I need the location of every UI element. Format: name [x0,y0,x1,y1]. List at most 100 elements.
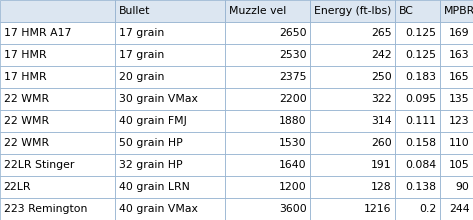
Bar [0,66,115,88]
Text: 250: 250 [371,72,392,82]
Bar [440,44,473,66]
Bar [115,88,225,110]
Text: 0.125: 0.125 [405,28,437,38]
Text: 17 grain: 17 grain [119,28,164,38]
Text: Energy (ft-lbs): Energy (ft-lbs) [314,6,391,16]
Bar [395,22,440,44]
Text: 1530: 1530 [279,138,307,148]
Text: 22 WMR: 22 WMR [3,116,49,126]
Bar [115,22,225,44]
Text: 30 grain VMax: 30 grain VMax [119,94,197,104]
Text: 50 grain HP: 50 grain HP [119,138,182,148]
Bar [0,22,115,44]
Bar [225,88,310,110]
Text: 0.084: 0.084 [405,160,437,170]
Bar [440,154,473,176]
Bar [225,132,310,154]
Text: 0.125: 0.125 [405,50,437,60]
Bar [115,176,225,198]
Text: 17 HMR: 17 HMR [3,50,46,60]
Bar [395,198,440,220]
Text: 1880: 1880 [279,116,307,126]
Bar [310,88,395,110]
Bar [225,66,310,88]
Text: MPBR: MPBR [444,6,473,16]
Bar [395,44,440,66]
Text: 2375: 2375 [279,72,307,82]
Bar [225,154,310,176]
Bar [440,0,473,22]
Text: 1216: 1216 [364,204,392,214]
Bar [0,132,115,154]
Text: 0.183: 0.183 [405,72,437,82]
Text: 135: 135 [449,94,470,104]
Text: 40 grain FMJ: 40 grain FMJ [119,116,186,126]
Bar [440,198,473,220]
Bar [115,110,225,132]
Text: 2650: 2650 [279,28,307,38]
Bar [440,110,473,132]
Bar [225,44,310,66]
Text: 169: 169 [449,28,470,38]
Bar [0,176,115,198]
Bar [310,154,395,176]
Bar [115,198,225,220]
Text: 322: 322 [371,94,392,104]
Text: 1200: 1200 [279,182,307,192]
Text: 0.2: 0.2 [419,204,437,214]
Text: 2200: 2200 [279,94,307,104]
Bar [0,110,115,132]
Bar [310,198,395,220]
Bar [395,0,440,22]
Bar [225,176,310,198]
Text: 223 Remington: 223 Remington [3,204,87,214]
Text: 265: 265 [371,28,392,38]
Bar [225,0,310,22]
Bar [310,132,395,154]
Text: 17 HMR: 17 HMR [3,72,46,82]
Text: 105: 105 [449,160,470,170]
Bar [225,22,310,44]
Text: 244: 244 [449,204,470,214]
Text: 20 grain: 20 grain [119,72,164,82]
Bar [225,110,310,132]
Text: 17 grain: 17 grain [119,50,164,60]
Text: 22LR: 22LR [3,182,31,192]
Text: 314: 314 [371,116,392,126]
Bar [440,88,473,110]
Bar [0,154,115,176]
Bar [310,44,395,66]
Bar [440,22,473,44]
Bar [310,22,395,44]
Text: 90: 90 [455,182,470,192]
Bar [0,0,115,22]
Bar [115,66,225,88]
Text: 22 WMR: 22 WMR [3,138,49,148]
Bar [115,132,225,154]
Bar [395,132,440,154]
Text: 165: 165 [449,72,470,82]
Text: 2530: 2530 [279,50,307,60]
Bar [440,132,473,154]
Text: 0.111: 0.111 [405,116,437,126]
Text: 242: 242 [371,50,392,60]
Text: 163: 163 [449,50,470,60]
Bar [395,154,440,176]
Bar [310,110,395,132]
Text: Muzzle vel: Muzzle vel [228,6,286,16]
Text: 110: 110 [449,138,470,148]
Bar [395,88,440,110]
Text: 1640: 1640 [279,160,307,170]
Text: 0.095: 0.095 [405,94,437,104]
Bar [0,198,115,220]
Bar [310,176,395,198]
Bar [395,176,440,198]
Text: 22 WMR: 22 WMR [3,94,49,104]
Text: 22LR Stinger: 22LR Stinger [3,160,74,170]
Text: 32 grain HP: 32 grain HP [119,160,182,170]
Bar [0,88,115,110]
Text: 123: 123 [449,116,470,126]
Bar [115,44,225,66]
Bar [0,44,115,66]
Text: 40 grain LRN: 40 grain LRN [119,182,189,192]
